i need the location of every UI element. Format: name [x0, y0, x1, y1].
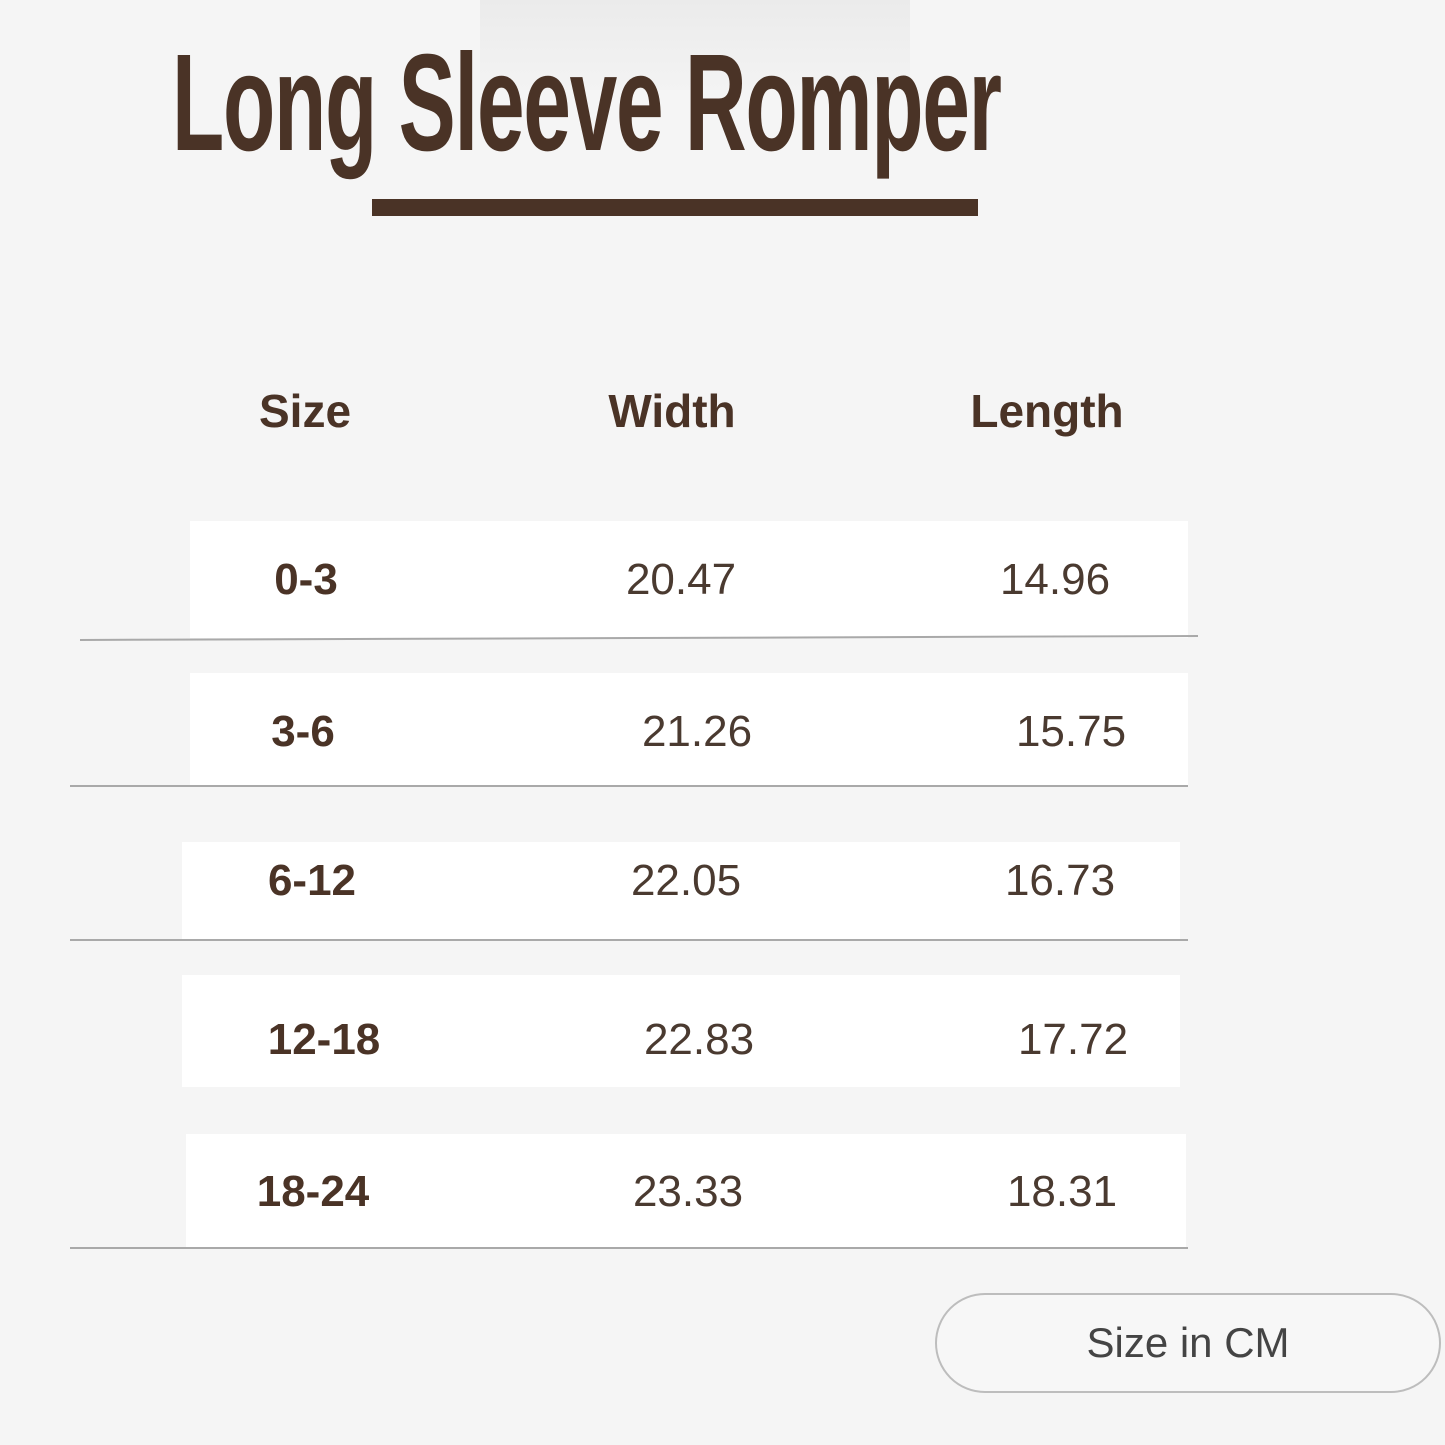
- header-size: Size: [258, 385, 352, 437]
- row-divider: [70, 1247, 1188, 1249]
- page-title: Long Sleeve Romper: [172, 26, 1002, 180]
- cell-size: 6-12: [267, 856, 357, 905]
- header-length: Length: [970, 385, 1124, 437]
- table-row: [190, 673, 1188, 785]
- cell-width: 23.33: [632, 1167, 744, 1216]
- row-divider: [70, 939, 1188, 941]
- table-row: [182, 975, 1180, 1087]
- cell-length: 15.75: [1015, 707, 1127, 756]
- unit-label-button: Size in CM: [935, 1293, 1441, 1393]
- cell-length: 14.96: [999, 555, 1111, 604]
- cell-size: 0-3: [274, 555, 338, 604]
- row-divider: [70, 785, 1188, 787]
- cell-size: 3-6: [271, 707, 335, 756]
- cell-length: 17.72: [1017, 1015, 1129, 1064]
- header-width: Width: [608, 385, 736, 437]
- cell-width: 22.05: [630, 856, 742, 905]
- cell-width: 20.47: [625, 555, 737, 604]
- cell-length: 16.73: [1004, 856, 1116, 905]
- cell-width: 21.26: [641, 707, 753, 756]
- table-row: [182, 842, 1180, 939]
- cell-size: 18-24: [256, 1167, 370, 1216]
- table-row: [190, 521, 1188, 638]
- cell-width: 22.83: [643, 1015, 755, 1064]
- title-underline: [372, 199, 978, 216]
- table-row: [186, 1134, 1186, 1247]
- unit-label-text: Size in CM: [1086, 1319, 1290, 1366]
- cell-size: 12-18: [267, 1015, 381, 1064]
- cell-length: 18.31: [1006, 1167, 1118, 1216]
- background-panel: [480, 0, 910, 90]
